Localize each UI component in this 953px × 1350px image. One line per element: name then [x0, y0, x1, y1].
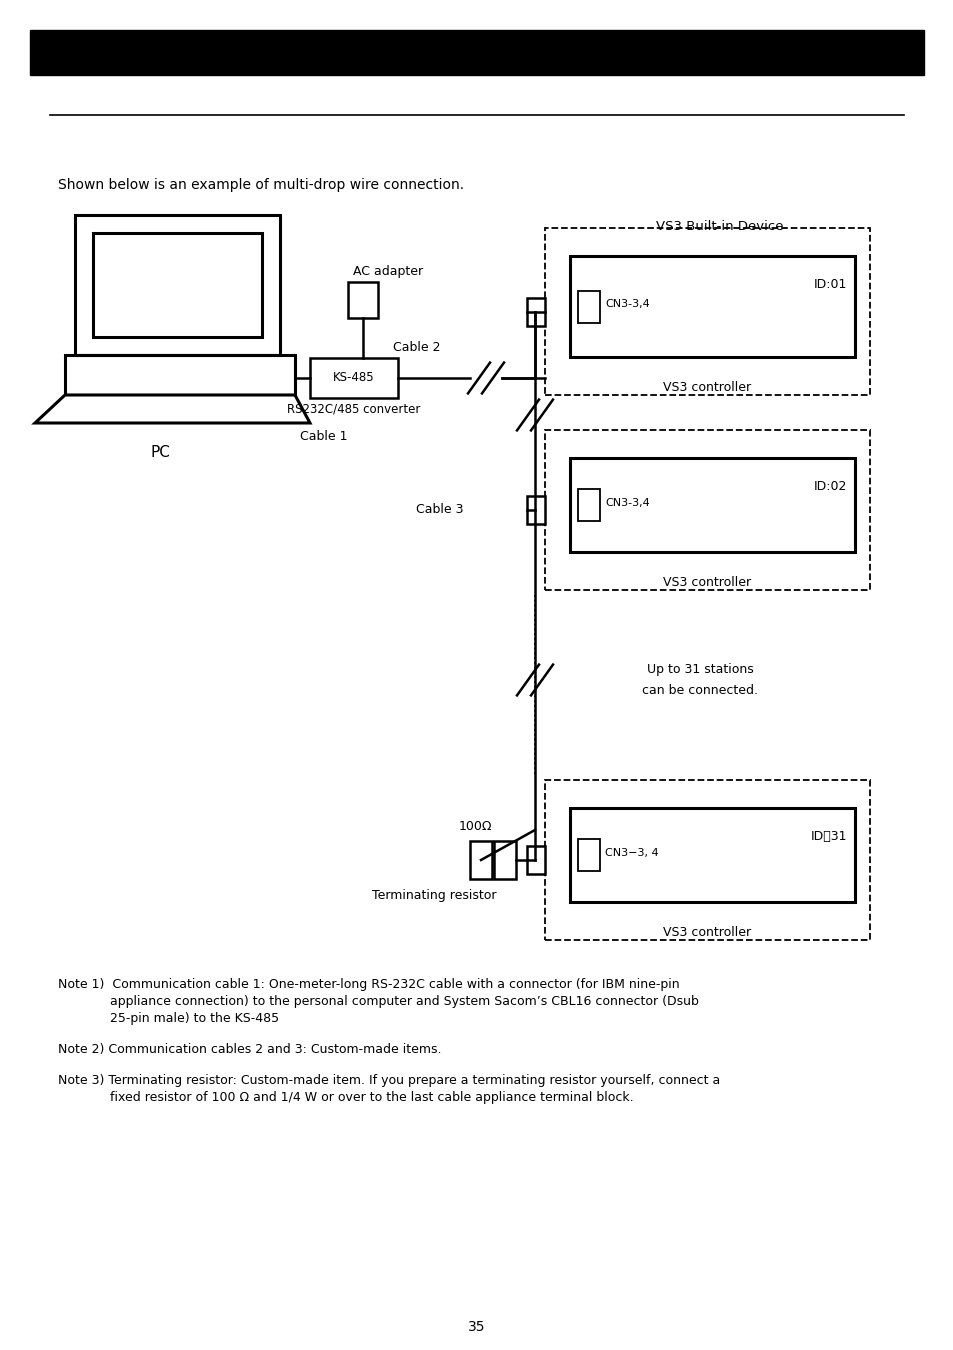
- Text: VS3 controller: VS3 controller: [662, 576, 751, 589]
- Text: ID:01: ID:01: [813, 278, 846, 292]
- Text: fixed resistor of 100 Ω and 1/4 W or over to the last cable appliance terminal b: fixed resistor of 100 Ω and 1/4 W or ove…: [58, 1091, 633, 1104]
- Text: 25-pin male) to the KS-485: 25-pin male) to the KS-485: [58, 1012, 279, 1025]
- Bar: [569, 256, 854, 356]
- Text: ID:02: ID:02: [813, 481, 846, 493]
- Text: CN3−3, 4: CN3−3, 4: [604, 848, 658, 859]
- Text: VS3 controller: VS3 controller: [662, 926, 751, 940]
- Bar: [310, 358, 397, 398]
- Bar: [578, 489, 599, 521]
- Text: 35: 35: [468, 1320, 485, 1334]
- Bar: [544, 780, 869, 940]
- Bar: [92, 234, 262, 338]
- Text: Cable 2: Cable 2: [393, 342, 440, 355]
- Text: Shown below is an example of multi-drop wire connection.: Shown below is an example of multi-drop …: [58, 178, 464, 192]
- Text: Up to 31 stations
can be connected.: Up to 31 stations can be connected.: [641, 663, 758, 697]
- Text: CN3-3,4: CN3-3,4: [604, 300, 649, 309]
- Text: Note 1)  Communication cable 1: One-meter-long RS-232C cable with a connector (f: Note 1) Communication cable 1: One-meter…: [58, 977, 679, 991]
- Text: CN3-3,4: CN3-3,4: [604, 498, 649, 508]
- Text: KS-485: KS-485: [333, 371, 375, 385]
- Text: VS3 Built-in Device: VS3 Built-in Device: [656, 220, 783, 234]
- Polygon shape: [35, 396, 310, 423]
- Bar: [526, 495, 544, 524]
- Text: Note 2) Communication cables 2 and 3: Custom-made items.: Note 2) Communication cables 2 and 3: Cu…: [58, 1044, 441, 1056]
- Bar: [578, 838, 599, 871]
- Bar: [494, 841, 516, 879]
- Text: Cable 1: Cable 1: [300, 431, 348, 443]
- Bar: [544, 431, 869, 590]
- Bar: [526, 297, 544, 325]
- Text: RS232C/485 converter: RS232C/485 converter: [287, 404, 420, 416]
- Text: ID：31: ID：31: [810, 830, 846, 842]
- Text: PC: PC: [150, 446, 170, 460]
- Text: Note 3) Terminating resistor: Custom-made item. If you prepare a terminating res: Note 3) Terminating resistor: Custom-mad…: [58, 1075, 720, 1087]
- Bar: [569, 458, 854, 552]
- Bar: [578, 290, 599, 323]
- Text: VS3 controller: VS3 controller: [662, 381, 751, 394]
- Bar: [526, 846, 544, 873]
- Bar: [569, 809, 854, 902]
- Bar: [75, 215, 280, 355]
- Bar: [30, 30, 923, 76]
- Bar: [470, 841, 492, 879]
- Bar: [65, 355, 294, 396]
- Bar: [544, 228, 869, 396]
- Text: AC adapter: AC adapter: [353, 265, 423, 278]
- Text: Terminating resistor: Terminating resistor: [372, 890, 497, 902]
- Text: 100Ω: 100Ω: [458, 819, 492, 833]
- Text: Cable 3: Cable 3: [416, 504, 463, 517]
- Bar: [348, 282, 377, 319]
- Text: appliance connection) to the personal computer and System Sacom’s CBL16 connecto: appliance connection) to the personal co…: [58, 995, 699, 1008]
